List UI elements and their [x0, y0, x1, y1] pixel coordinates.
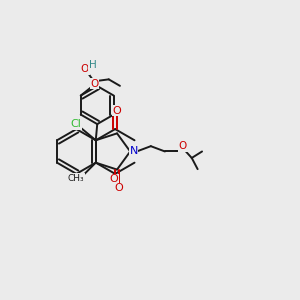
- Text: H: H: [89, 60, 97, 70]
- Text: N: N: [130, 146, 138, 157]
- Text: O: O: [114, 183, 123, 193]
- Text: O: O: [109, 174, 118, 184]
- Text: Cl: Cl: [70, 119, 81, 130]
- Text: O: O: [81, 64, 89, 74]
- Text: O: O: [91, 79, 99, 89]
- Text: O: O: [179, 142, 187, 152]
- Text: CH₃: CH₃: [68, 174, 84, 183]
- Text: O: O: [112, 106, 121, 116]
